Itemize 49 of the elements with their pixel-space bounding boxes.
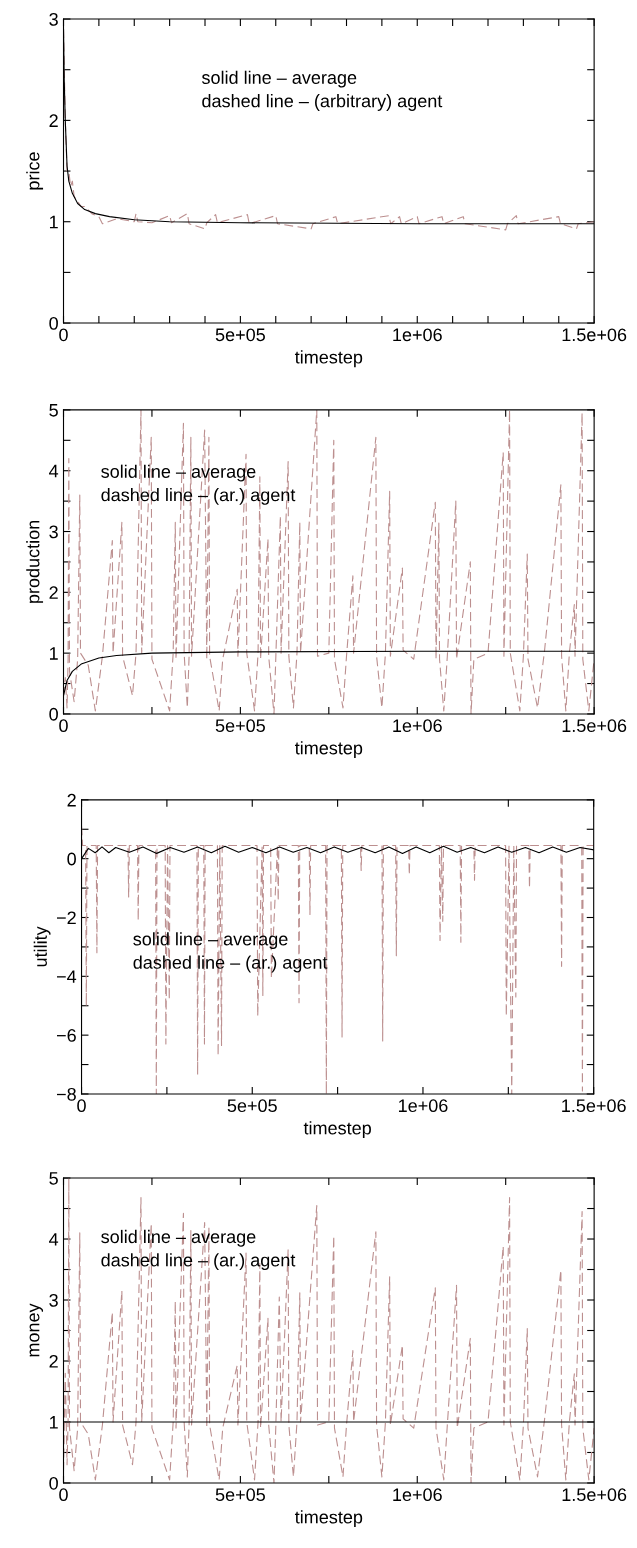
annotation: solid line – average dashed line – (ar.) agent xyxy=(101,464,296,505)
x-tick-label: 5e+05 xyxy=(215,1488,265,1502)
line-series xyxy=(63,1178,595,1483)
x-tick-label: 5e+05 xyxy=(215,328,265,342)
x-axis-title: timestep xyxy=(294,741,363,759)
y-tick-label: 5 xyxy=(49,404,58,417)
y-tick-label: 2 xyxy=(49,1354,58,1368)
y-axis-title: price xyxy=(26,152,44,190)
y-tick-label: 0 xyxy=(49,1476,58,1490)
y-axis-title: utility xyxy=(33,926,51,967)
y-tick-label: 5 xyxy=(49,1172,58,1185)
x-tick-label: 0 xyxy=(77,1099,86,1113)
y-tick-label: −4 xyxy=(56,970,77,983)
y-tick-label: −8 xyxy=(56,1087,76,1101)
x-axis-title: timestep xyxy=(294,1510,363,1528)
y-tick-label: 4 xyxy=(49,464,59,478)
y-tick-label: 3 xyxy=(49,1293,58,1307)
y-tick-label: −6 xyxy=(56,1029,76,1042)
annotation: solid line – average dashed line – (ar.) agent xyxy=(101,1229,296,1271)
x-tick-label: 1e+06 xyxy=(398,1099,448,1113)
y-tick-label: 0 xyxy=(67,852,76,866)
x-tick-label: 1e+06 xyxy=(393,328,442,342)
x-tick-label: 1.5e+06 xyxy=(562,1488,627,1502)
x-axis-title: timestep xyxy=(294,350,363,368)
y-tick-label: 2 xyxy=(49,586,58,599)
annotation: solid line – average dashed line – (arbitrary) agent xyxy=(201,70,443,111)
y-axis-title: production xyxy=(26,520,44,603)
x-axis-title: timestep xyxy=(303,1121,371,1139)
y-tick-label: 1 xyxy=(49,1416,58,1429)
x-tick-label: 1.5e+06 xyxy=(562,328,627,342)
x-tick-label: 5e+05 xyxy=(215,719,265,733)
y-tick-label: 3 xyxy=(49,12,58,26)
y-tick-label: 1 xyxy=(49,647,58,660)
y-tick-label: 2 xyxy=(67,793,76,807)
y-tick-label: 3 xyxy=(49,525,58,539)
y-tick-label: 1 xyxy=(49,215,58,229)
y-axis-title: money xyxy=(29,1303,44,1357)
x-tick-label: 5e+05 xyxy=(227,1099,277,1113)
y-tick-label: 2 xyxy=(49,114,58,127)
x-tick-label: 1.5e+06 xyxy=(562,1099,626,1113)
x-tick-label: 1e+06 xyxy=(393,719,442,733)
y-tick-label: 0 xyxy=(49,707,58,721)
annotation: solid line – average dashed line – (ar.) agent xyxy=(133,932,328,973)
y-tick-label: 0 xyxy=(49,317,58,330)
x-tick-label: 1e+06 xyxy=(393,1488,442,1502)
y-tick-label: 4 xyxy=(49,1233,59,1246)
x-tick-label: 1.5e+06 xyxy=(562,719,627,733)
y-tick-label: −2 xyxy=(56,911,76,925)
line-series xyxy=(63,409,595,714)
